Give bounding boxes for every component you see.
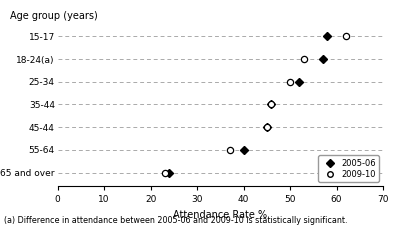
Text: (a) Difference in attendance between 2005-06 and 2009-10 is statistically signif: (a) Difference in attendance between 200… — [4, 216, 347, 225]
X-axis label: Attendance Rate %: Attendance Rate % — [173, 210, 268, 220]
Legend: 2005-06, 2009-10: 2005-06, 2009-10 — [318, 155, 379, 182]
Text: Age group (years): Age group (years) — [10, 11, 98, 21]
